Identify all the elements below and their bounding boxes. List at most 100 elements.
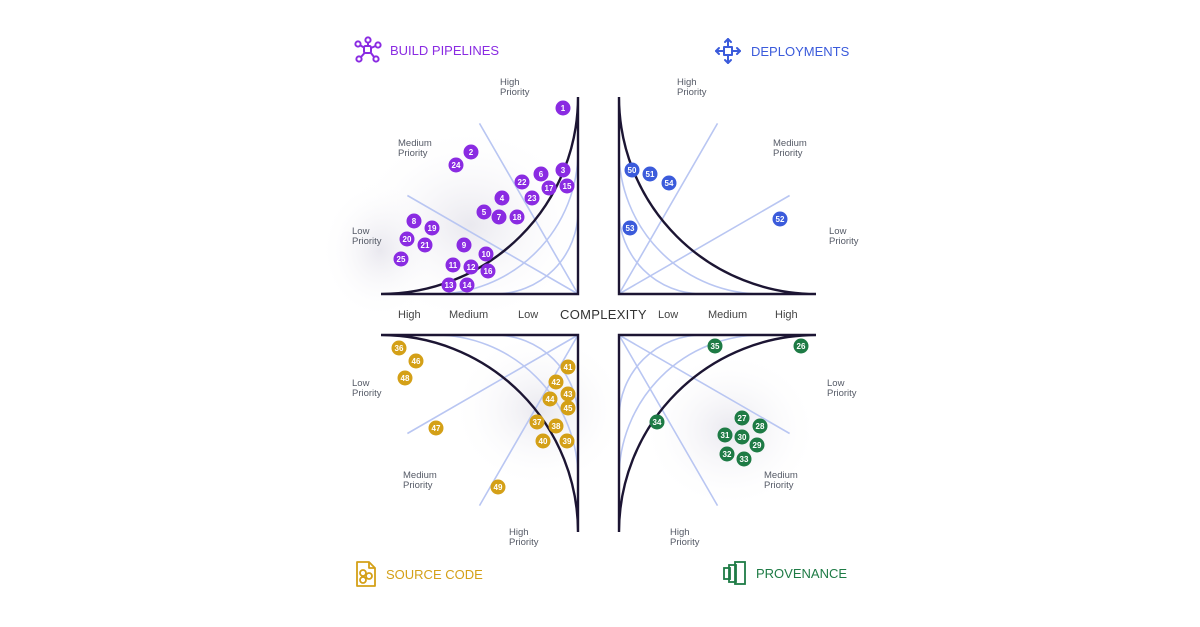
data-point[interactable]: 13 bbox=[441, 277, 457, 293]
data-point[interactable]: 18 bbox=[509, 209, 525, 225]
priority-label-high: High Priority bbox=[670, 527, 700, 548]
category-title: SOURCE CODE bbox=[386, 566, 483, 582]
priority-label-low: Low Priority bbox=[352, 226, 382, 247]
svg-text:15: 15 bbox=[563, 182, 572, 191]
svg-text:8: 8 bbox=[412, 217, 417, 226]
data-point[interactable]: 17 bbox=[541, 180, 557, 196]
svg-text:33: 33 bbox=[740, 455, 749, 464]
data-point[interactable]: 1 bbox=[555, 100, 571, 116]
data-point[interactable]: 15 bbox=[559, 178, 575, 194]
data-point[interactable]: 19 bbox=[424, 220, 440, 236]
stacked-pages-icon bbox=[723, 561, 746, 585]
data-point[interactable]: 21 bbox=[417, 237, 433, 253]
data-point[interactable]: 43 bbox=[560, 386, 576, 402]
data-point[interactable]: 6 bbox=[533, 166, 549, 182]
svg-text:48: 48 bbox=[401, 374, 410, 383]
svg-text:41: 41 bbox=[564, 363, 573, 372]
svg-text:34: 34 bbox=[653, 418, 662, 427]
network-nodes-icon bbox=[354, 36, 382, 63]
data-point[interactable]: 39 bbox=[559, 433, 575, 449]
svg-text:11: 11 bbox=[449, 261, 458, 270]
data-point[interactable]: 51 bbox=[642, 166, 658, 182]
svg-text:6: 6 bbox=[539, 170, 544, 179]
data-point[interactable]: 53 bbox=[622, 220, 638, 236]
category-title: PROVENANCE bbox=[756, 565, 848, 581]
category-source-code: SOURCE CODE bbox=[354, 560, 483, 588]
data-point[interactable]: 9 bbox=[456, 237, 472, 253]
file-code-icon bbox=[356, 561, 376, 587]
data-point[interactable]: 2 bbox=[463, 144, 479, 160]
data-point[interactable]: 49 bbox=[490, 479, 506, 495]
svg-text:36: 36 bbox=[395, 344, 404, 353]
svg-text:46: 46 bbox=[412, 357, 421, 366]
svg-text:14: 14 bbox=[463, 281, 472, 290]
svg-text:27: 27 bbox=[738, 414, 747, 423]
priority-label-high: High Priority bbox=[500, 77, 530, 98]
data-point[interactable]: 42 bbox=[548, 374, 564, 390]
data-point[interactable]: 27 bbox=[734, 410, 750, 426]
svg-text:28: 28 bbox=[756, 422, 765, 431]
quadrant-2 bbox=[380, 333, 580, 533]
data-point[interactable]: 29 bbox=[749, 437, 765, 453]
svg-text:5: 5 bbox=[482, 208, 487, 217]
data-point[interactable]: 33 bbox=[736, 451, 752, 467]
svg-text:21: 21 bbox=[421, 241, 430, 250]
data-point[interactable]: 36 bbox=[391, 340, 407, 356]
data-point[interactable]: 16 bbox=[480, 263, 496, 279]
data-point[interactable]: 37 bbox=[529, 414, 545, 430]
svg-text:49: 49 bbox=[494, 483, 503, 492]
data-point[interactable]: 5 bbox=[476, 204, 492, 220]
data-point[interactable]: 35 bbox=[707, 338, 723, 354]
data-point[interactable]: 25 bbox=[393, 251, 409, 267]
data-point[interactable]: 47 bbox=[428, 420, 444, 436]
data-point[interactable]: 54 bbox=[661, 175, 677, 191]
data-point[interactable]: 26 bbox=[793, 338, 809, 354]
data-point[interactable]: 44 bbox=[542, 391, 558, 407]
category-build-pipelines: BUILD PIPELINES bbox=[354, 36, 499, 64]
data-point[interactable]: 45 bbox=[560, 400, 576, 416]
svg-text:29: 29 bbox=[753, 441, 762, 450]
axis-left-high: High bbox=[398, 309, 421, 321]
data-point[interactable]: 48 bbox=[397, 370, 413, 386]
data-point[interactable]: 22 bbox=[514, 174, 530, 190]
axis-title: COMPLEXITY bbox=[560, 307, 647, 322]
data-point[interactable]: 38 bbox=[548, 418, 564, 434]
priority-label-medium: Medium Priority bbox=[773, 138, 807, 159]
svg-text:9: 9 bbox=[462, 241, 467, 250]
data-point[interactable]: 32 bbox=[719, 446, 735, 462]
data-point[interactable]: 10 bbox=[478, 246, 494, 262]
data-point[interactable]: 23 bbox=[524, 190, 540, 206]
priority-label-low: Low Priority bbox=[352, 378, 382, 399]
data-point[interactable]: 8 bbox=[406, 213, 422, 229]
svg-text:16: 16 bbox=[484, 267, 493, 276]
data-point[interactable]: 41 bbox=[560, 359, 576, 375]
svg-text:52: 52 bbox=[776, 215, 785, 224]
category-title: BUILD PIPELINES bbox=[390, 42, 500, 58]
svg-text:47: 47 bbox=[432, 424, 441, 433]
data-point[interactable]: 46 bbox=[408, 353, 424, 369]
data-point[interactable]: 52 bbox=[772, 211, 788, 227]
data-point[interactable]: 28 bbox=[752, 418, 768, 434]
axis-right-medium: Medium bbox=[708, 309, 748, 321]
data-point[interactable]: 50 bbox=[624, 162, 640, 178]
data-point[interactable]: 34 bbox=[649, 414, 665, 430]
data-point[interactable]: 40 bbox=[535, 433, 551, 449]
svg-text:54: 54 bbox=[665, 179, 674, 188]
data-point[interactable]: 20 bbox=[399, 231, 415, 247]
data-point[interactable]: 30 bbox=[734, 429, 750, 445]
data-point[interactable]: 31 bbox=[717, 427, 733, 443]
data-point[interactable]: 12 bbox=[463, 259, 479, 275]
category-deployments: DEPLOYMENTS bbox=[713, 36, 849, 66]
data-point[interactable]: 3 bbox=[555, 162, 571, 178]
data-point[interactable]: 14 bbox=[459, 277, 475, 293]
data-point[interactable]: 4 bbox=[494, 190, 510, 206]
data-point[interactable]: 11 bbox=[445, 257, 461, 273]
svg-text:13: 13 bbox=[445, 281, 454, 290]
data-point[interactable]: 7 bbox=[491, 209, 507, 225]
category-provenance: PROVENANCE bbox=[722, 560, 847, 586]
svg-text:12: 12 bbox=[467, 263, 476, 272]
data-point[interactable]: 24 bbox=[448, 157, 464, 173]
priority-label-high: High Priority bbox=[677, 77, 707, 98]
svg-text:19: 19 bbox=[428, 224, 437, 233]
